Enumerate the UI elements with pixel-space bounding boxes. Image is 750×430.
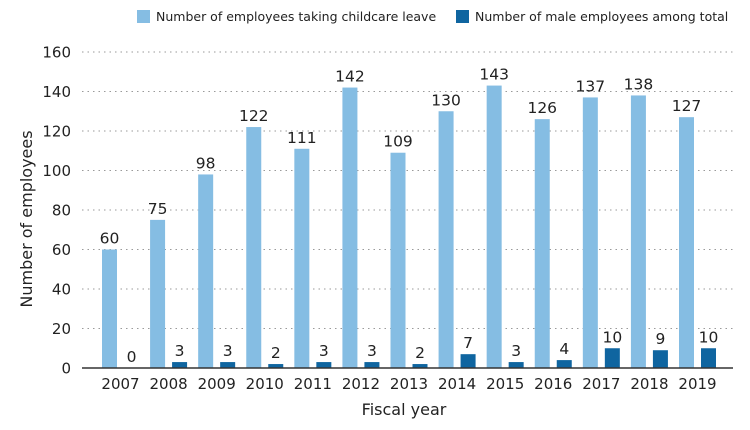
bar-childcare-leave (102, 249, 117, 368)
x-tick-label: 2011 (294, 375, 332, 393)
data-label-childcare-leave: 142 (335, 68, 365, 86)
data-label-male-employees: 2 (271, 344, 281, 362)
data-label-male-employees: 10 (602, 328, 622, 346)
y-tick-label: 120 (42, 123, 71, 141)
legend-label-childcare-leave: Number of employees taking childcare lea… (156, 9, 436, 24)
bar-childcare-leave (198, 174, 214, 368)
x-axis-title: Fiscal year (362, 400, 447, 419)
x-tick-label: 2013 (390, 375, 428, 393)
data-labels: 6007539831222111314231092130714331264137… (100, 66, 719, 366)
data-label-male-employees: 10 (699, 328, 719, 346)
y-tick-label: 60 (52, 241, 71, 259)
x-tick-label: 2009 (198, 375, 236, 393)
data-label-childcare-leave: 109 (383, 133, 413, 151)
data-label-male-employees: 7 (463, 334, 473, 352)
x-axis-ticks: 2007 2008 2009 2010 2011 2012 2013 2014 2015 2016… (101, 375, 716, 393)
bar-male-employees (364, 362, 380, 368)
bar-childcare-leave (582, 97, 598, 369)
bar-male-employees (508, 362, 524, 368)
x-tick-label: 2017 (582, 375, 620, 393)
y-tick-label: 80 (52, 202, 71, 220)
y-axis-ticks: 0 20 40 60 80 100 120 140 160 (42, 44, 71, 378)
x-tick-label: 2016 (534, 375, 572, 393)
bars (102, 85, 716, 369)
bar-male-employees (412, 364, 428, 368)
legend-label-male-employees: Number of male employees among total (475, 9, 728, 24)
x-tick-label: 2015 (486, 375, 524, 393)
y-tick-label: 140 (42, 83, 71, 101)
y-tick-label: 0 (61, 360, 71, 378)
bar-childcare-leave (534, 119, 550, 369)
data-label-male-employees: 4 (559, 340, 569, 358)
data-label-male-employees: 3 (319, 342, 329, 360)
x-tick-label: 2014 (438, 375, 476, 393)
bar-male-employees (316, 362, 332, 368)
bar-male-employees (172, 362, 188, 368)
legend-swatch-male-employees (456, 10, 469, 23)
data-label-childcare-leave: 98 (196, 154, 216, 172)
data-label-male-employees: 2 (415, 344, 425, 362)
x-tick-label: 2010 (246, 375, 284, 393)
bar-childcare-leave (390, 152, 406, 368)
bar-childcare-leave (679, 117, 694, 368)
x-tick-label: 2008 (149, 375, 187, 393)
bar-male-employees (556, 360, 572, 368)
data-label-childcare-leave: 143 (479, 66, 509, 84)
bar-male-employees (460, 354, 476, 368)
bar-male-employees (220, 362, 236, 368)
bar-childcare-leave (630, 95, 646, 368)
data-label-male-employees: 3 (175, 342, 185, 360)
bar-male-employees (701, 348, 716, 368)
data-label-childcare-leave: 111 (287, 129, 317, 147)
bar-childcare-leave (342, 87, 358, 369)
legend-swatch-childcare-leave (137, 10, 150, 23)
x-tick-label: 2018 (630, 375, 668, 393)
gridlines (82, 51, 733, 329)
data-label-childcare-leave: 138 (624, 75, 654, 93)
x-tick-label: 2019 (678, 375, 716, 393)
bar-male-employees (652, 350, 668, 368)
bar-childcare-leave (438, 111, 454, 368)
data-label-childcare-leave: 130 (431, 91, 461, 109)
y-tick-label: 40 (52, 281, 71, 299)
data-label-male-employees: 3 (511, 342, 521, 360)
data-label-male-employees: 0 (127, 348, 137, 366)
data-label-male-employees: 9 (655, 330, 665, 348)
data-label-childcare-leave: 126 (527, 99, 557, 117)
data-label-childcare-leave: 127 (672, 97, 702, 115)
legend: Number of employees taking childcare lea… (137, 9, 728, 24)
bar-childcare-leave (246, 127, 262, 368)
y-axis-title: Number of employees (17, 130, 36, 307)
bar-male-employees (604, 348, 620, 368)
data-label-childcare-leave: 75 (148, 200, 168, 218)
data-label-male-employees: 3 (367, 342, 377, 360)
bar-childcare-leave (150, 219, 166, 368)
data-label-childcare-leave: 122 (239, 107, 269, 125)
y-tick-label: 100 (42, 162, 71, 180)
data-label-childcare-leave: 60 (100, 230, 120, 248)
data-label-childcare-leave: 137 (576, 77, 606, 95)
bar-male-employees (268, 364, 284, 368)
x-tick-label: 2007 (101, 375, 139, 393)
x-tick-label: 2012 (342, 375, 380, 393)
bar-childcare-leave (294, 148, 310, 368)
data-label-male-employees: 3 (223, 342, 233, 360)
bar-childcare-leave (486, 85, 502, 368)
y-tick-label: 160 (42, 44, 71, 62)
y-tick-label: 20 (52, 320, 71, 338)
